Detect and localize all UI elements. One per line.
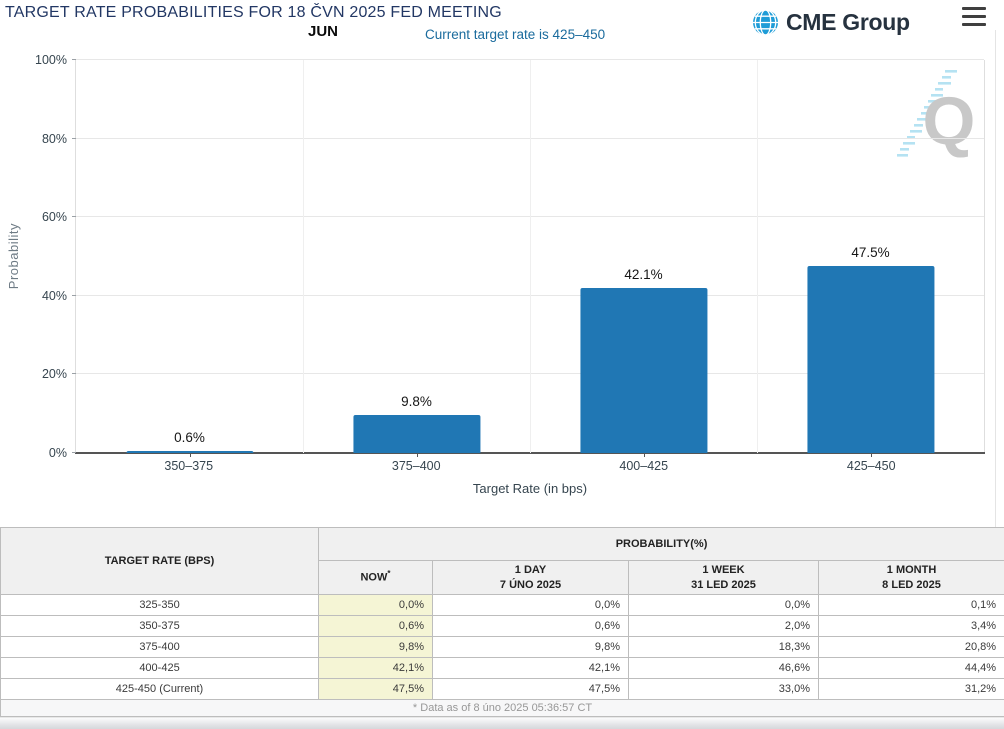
probability-cell: 0,6% bbox=[432, 615, 629, 637]
y-tick-label: 20% bbox=[41, 367, 67, 382]
col-header-target-rate: TARGET RATE (BPS) bbox=[0, 527, 319, 595]
probability-cell: 31,2% bbox=[817, 678, 1004, 700]
x-axis-title: Target Rate (in bps) bbox=[472, 481, 588, 496]
probability-cell: 0,1% bbox=[817, 594, 1004, 616]
x-tick-label: 425–450 bbox=[846, 459, 896, 473]
col-header-probability-group: PROBABILITY(%) bbox=[317, 527, 1004, 561]
table-row: 375-400 9,8% 9,8% 18,3% 20,8% bbox=[0, 636, 1004, 658]
y-tick-mark bbox=[72, 373, 76, 375]
rate-cell: 375-400 bbox=[0, 636, 319, 658]
gridline bbox=[530, 60, 531, 453]
hamburger-menu-icon[interactable] bbox=[962, 7, 986, 26]
probability-bar[interactable] bbox=[806, 266, 935, 453]
y-tick-mark bbox=[72, 59, 76, 60]
x-tick-label: 400–425 bbox=[619, 459, 669, 473]
x-tick-label: 375–400 bbox=[391, 459, 441, 473]
y-tick-label: 60% bbox=[41, 210, 67, 225]
y-tick-label: 0% bbox=[48, 446, 67, 460]
rate-cell: 350-375 bbox=[0, 615, 319, 637]
probability-cell: 42,1% bbox=[432, 657, 629, 679]
right-border-divider bbox=[995, 30, 996, 527]
bar-slot: 42.1% bbox=[530, 60, 757, 457]
data-as-of-footnote: * Data as of 8 úno 2025 05:36:57 CT bbox=[0, 699, 1004, 717]
col-header-1-day: 1 DAY 7 ÚNO 2025 bbox=[432, 560, 629, 595]
y-tick-mark bbox=[72, 216, 76, 218]
table-row: 400-425 42,1% 42,1% 46,6% 44,4% bbox=[0, 657, 1004, 679]
x-tick-label: 350–375 bbox=[164, 459, 214, 473]
x-tick-labels: 350–375 375–400 400–425 425–450 bbox=[75, 459, 985, 473]
probability-bar[interactable] bbox=[579, 287, 708, 453]
probability-bar[interactable] bbox=[125, 450, 254, 453]
current-target-rate-subtitle: Current target rate is 425–450 bbox=[425, 27, 606, 42]
x-tick-mark bbox=[416, 453, 418, 457]
probability-cell: 47,5% bbox=[432, 678, 629, 700]
y-tick-mark bbox=[72, 294, 76, 296]
bar-value-label: 9.8% bbox=[401, 393, 432, 409]
probability-cell: 9,8% bbox=[318, 636, 433, 658]
table-row: 425-450 (Current) 47,5% 47,5% 33,0% 31,2% bbox=[0, 678, 1004, 700]
y-axis-title-wrap: Probability bbox=[6, 60, 21, 453]
probability-cell: 20,8% bbox=[817, 636, 1004, 658]
col-header-1-week: 1 WEEK 31 LED 2025 bbox=[628, 560, 819, 595]
bottom-strip bbox=[0, 717, 1004, 729]
y-tick-mark bbox=[72, 452, 76, 453]
probability-cell: 0,0% bbox=[432, 594, 629, 616]
probability-cell: 0,0% bbox=[628, 594, 819, 616]
y-tick-label: 80% bbox=[41, 131, 67, 146]
probability-cell: 2,0% bbox=[628, 615, 819, 637]
probability-cell: 33,0% bbox=[628, 678, 819, 700]
plot-area: Q 100% 80% 60% 40% 20% 0% 0.6% 9.8% 42.1% 47.5% bbox=[35, 53, 985, 460]
y-tick-label: 100% bbox=[35, 53, 67, 67]
probability-cell: 9,8% bbox=[432, 636, 629, 658]
cme-group-wordmark: CME Group bbox=[786, 9, 910, 35]
cme-group-logo[interactable]: CME Group bbox=[752, 9, 910, 36]
probability-cell: 46,6% bbox=[628, 657, 819, 679]
page-title: TARGET RATE PROBABILITIES FOR 18 ČVN 202… bbox=[5, 4, 502, 21]
bar-value-label: 0.6% bbox=[174, 429, 205, 445]
bar-value-label: 47.5% bbox=[851, 245, 890, 261]
col-header-now: NOW* bbox=[318, 560, 433, 595]
gridline bbox=[76, 59, 984, 60]
x-tick-mark bbox=[870, 453, 872, 457]
globe-icon bbox=[752, 9, 779, 36]
y-tick-label: 40% bbox=[41, 288, 67, 303]
probability-cell: 18,3% bbox=[628, 636, 819, 658]
probability-table: TARGET RATE (BPS) PROBABILITY(%) NOW* 1 … bbox=[0, 527, 1004, 717]
x-tick-mark bbox=[643, 453, 645, 457]
probability-cell: 3,4% bbox=[817, 615, 1004, 637]
table-row: 325-350 0,0% 0,0% 0,0% 0,1% bbox=[0, 594, 1004, 616]
probability-cell: 0,0% bbox=[318, 594, 433, 616]
bar-slot: 0.6% bbox=[76, 60, 303, 457]
rate-cell: 400-425 bbox=[0, 657, 319, 679]
col-header-1-month: 1 MONTH 8 LED 2025 bbox=[817, 560, 1004, 595]
table-row: 350-375 0,6% 0,6% 2,0% 3,4% bbox=[0, 615, 1004, 637]
probability-bar[interactable] bbox=[352, 414, 481, 453]
table-footnote-row: * Data as of 8 úno 2025 05:36:57 CT bbox=[0, 699, 1004, 717]
probability-cell: 44,4% bbox=[817, 657, 1004, 679]
bar-value-label: 42.1% bbox=[624, 266, 663, 282]
rate-cell: 325-350 bbox=[0, 594, 319, 616]
gridline bbox=[303, 60, 304, 453]
probability-cell: 42,1% bbox=[318, 657, 433, 679]
y-axis-title: Probability bbox=[6, 223, 21, 290]
now-asterisk: * bbox=[387, 569, 391, 579]
y-tick-mark bbox=[72, 137, 76, 139]
x-axis-line bbox=[75, 452, 985, 454]
rate-cell: 425-450 (Current) bbox=[0, 678, 319, 700]
probability-cell: 0,6% bbox=[318, 615, 433, 637]
rate-table-body: 325-350 0,0% 0,0% 0,0% 0,1% 350-375 0,6% 0,6% 2,… bbox=[0, 594, 1004, 700]
month-label: JUN bbox=[308, 23, 339, 40]
bar-slot: 47.5% bbox=[757, 60, 984, 457]
probability-cell: 47,5% bbox=[318, 678, 433, 700]
gridline bbox=[757, 60, 758, 453]
x-tick-mark bbox=[189, 453, 191, 457]
bar-slot: 9.8% bbox=[303, 60, 530, 457]
chart-section: TARGET RATE PROBABILITIES FOR 18 ČVN 202… bbox=[5, 4, 996, 527]
